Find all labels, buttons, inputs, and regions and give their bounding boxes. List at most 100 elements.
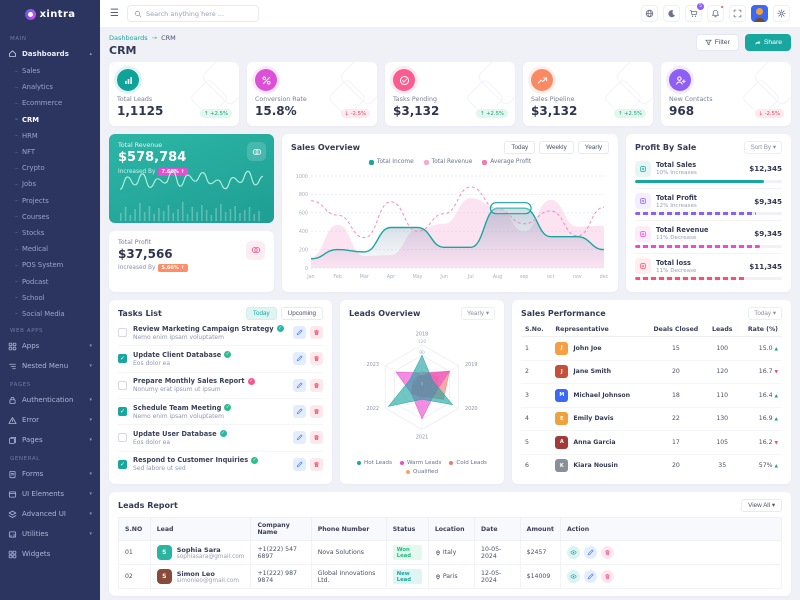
sidebar-item-crypto[interactable]: – Crypto (15, 164, 45, 173)
metric-icon (635, 258, 651, 275)
search-box[interactable] (126, 5, 259, 22)
task-edit-button[interactable] (293, 352, 306, 366)
sidebar-item-sales[interactable]: – Sales (15, 67, 41, 76)
sales-filter-yearly[interactable]: Yearly (577, 141, 609, 154)
leads-overview-filter-dropdown[interactable]: Yearly ▾ (460, 307, 495, 320)
profit-by-sale-item: Total loss 11% Decrease $11,345 (635, 254, 782, 286)
sidebar-item-jobs[interactable]: – Jobs (15, 180, 37, 189)
profit-by-sale-card: Profit By Sale Sort By ▾ Total Sales 10%… (626, 134, 791, 292)
sidebar-section-label: WEB APPS (10, 328, 44, 334)
task-delete-button[interactable] (310, 378, 323, 392)
sidebar-item-nested-menu[interactable]: Nested Menu ▾ (0, 356, 100, 376)
task-edit-button[interactable] (293, 405, 306, 419)
task-edit-button[interactable] (293, 457, 306, 471)
task-delete-button[interactable] (310, 352, 323, 366)
user-avatar[interactable] (751, 5, 768, 22)
table-row[interactable]: 3 M Michael Johnson 18 110 16.4 ▲ (521, 383, 782, 408)
share-button[interactable]: Share (744, 34, 791, 51)
task-edit-button[interactable] (293, 431, 306, 445)
tasks-list-card: Tasks List Today Upcoming Review Marketin… (109, 300, 332, 484)
legend-item: Qualified (406, 469, 438, 475)
table-row[interactable]: 02 S Simon Leo simonleo@gmail.com +1(222) … (118, 564, 783, 589)
task-checkbox[interactable] (118, 433, 127, 443)
task-checkbox[interactable] (118, 380, 127, 390)
sidebar-item-school[interactable]: – School (15, 293, 45, 302)
task-checkbox[interactable]: ✓ (118, 407, 127, 417)
filter-button[interactable]: Filter (695, 34, 739, 51)
table-row[interactable]: 5 A Anna Garcia 17 105 16.2 ▼ (521, 430, 782, 455)
tasks-filter-upcoming[interactable]: Upcoming (280, 307, 323, 320)
page-title: CRM (109, 44, 137, 57)
sidebar-item-pos-system[interactable]: – POS System (15, 261, 64, 270)
table-row[interactable]: 01 S Sophia Sara sophiasara@gmail.com +1(2… (118, 540, 783, 565)
task-edit-button[interactable] (293, 326, 306, 340)
menu-toggle-icon[interactable]: ☰ (110, 8, 119, 19)
view-all-dropdown[interactable]: View All ▾ (741, 499, 782, 512)
edit-button[interactable] (583, 546, 597, 559)
brand-logo[interactable]: xintra (0, 0, 100, 28)
delete-button[interactable] (600, 546, 614, 559)
metric-icon (635, 160, 651, 177)
notifications-button[interactable] (707, 5, 724, 22)
sidebar-item-nft[interactable]: – NFT (15, 148, 36, 157)
chevron-up-icon: ▴ (89, 50, 92, 57)
svg-text:400: 400 (299, 229, 308, 235)
kpi-change-badge: ↓ -2.5% (340, 109, 370, 118)
table-row[interactable]: 6 K Kiara Nousin 20 35 57% ▲ (521, 454, 782, 477)
sidebar-item-hrm[interactable]: – HRM (15, 131, 38, 140)
task-delete-button[interactable] (310, 326, 323, 340)
sidebar-item-ui-elements[interactable]: UI Elements ▾ (0, 484, 100, 504)
sidebar-item-widgets[interactable]: Widgets (0, 544, 100, 564)
settings-button[interactable] (773, 5, 790, 22)
sidebar-item-stocks[interactable]: – Stocks (15, 228, 45, 237)
task-checkbox[interactable]: ✓ (118, 354, 127, 364)
breadcrumb-dashboards[interactable]: Dashboards (109, 34, 148, 42)
fullscreen-button[interactable] (729, 5, 746, 22)
edit-button[interactable] (583, 570, 597, 583)
page-head: Dashboards → CRM CRM Filter Share (109, 34, 791, 57)
language-button[interactable] (641, 5, 658, 22)
sidebar-item-analytics[interactable]: – Analytics (15, 83, 53, 92)
dark-mode-button[interactable] (663, 5, 680, 22)
sidebar-item-medical[interactable]: – Medical (15, 245, 49, 254)
table-row[interactable]: 4 E Emily Davis 22 130 16.9 ▲ (521, 407, 782, 432)
tasks-filter-today[interactable]: Today (245, 307, 277, 320)
sidebar-item-crm[interactable]: – CRM (15, 115, 39, 124)
view-button[interactable] (566, 546, 580, 559)
task-row: Review Marketing Campaign Strategy ✓ Nemo… (118, 320, 323, 347)
sidebar-item-pages[interactable]: Pages ▾ (0, 430, 100, 450)
task-edit-button[interactable] (293, 378, 306, 392)
table-row[interactable]: 1 J John Joe 15 100 15.0 ▲ (521, 336, 782, 361)
sidebar-item-courses[interactable]: – Courses (15, 212, 50, 221)
sidebar-item-projects[interactable]: – Projects (15, 196, 49, 205)
sidebar-item-ecommerce[interactable]: – Ecommerce (15, 99, 63, 108)
sort-by-dropdown[interactable]: Sort By ▾ (744, 141, 782, 154)
sidebar-item-advanced-ui[interactable]: Advanced UI ▾ (0, 504, 100, 524)
search-input[interactable] (145, 9, 252, 18)
svg-text:2022: 2022 (366, 406, 379, 412)
sidebar-item-dashboards[interactable]: Dashboards ▴ (0, 44, 100, 63)
task-delete-button[interactable] (310, 457, 323, 471)
sales-performance-title: Sales Performance (521, 309, 606, 318)
task-delete-button[interactable] (310, 405, 323, 419)
table-row[interactable]: 2 J Jane Smith 20 120 16.7 ▼ (521, 360, 782, 385)
leads-report-table: S.NO Lead Company Name Phone Number Status Lo… (118, 517, 783, 589)
cart-button[interactable]: 5 (685, 3, 704, 22)
sales-overview-chart: 0 200 400 600 800 1000 Jan Feb Mar Apr May Jun Jul Au… (296, 174, 609, 280)
sidebar-item-social-media[interactable]: – Social Media (15, 309, 65, 318)
sidebar-item-utilities[interactable]: Utilities ▾ (0, 524, 100, 544)
sidebar-item-error[interactable]: Error ▾ (0, 410, 100, 430)
delete-button[interactable] (600, 570, 614, 583)
sidebar-item-apps[interactable]: Apps ▾ (0, 336, 100, 356)
view-button[interactable] (566, 570, 580, 583)
sales-filter-today[interactable]: Today (504, 141, 536, 154)
chevron-down-icon: ▾ (89, 511, 92, 517)
task-checkbox[interactable]: ✓ (118, 459, 127, 469)
task-checkbox[interactable] (118, 328, 127, 338)
sales-filter-weekly[interactable]: Weekly (539, 141, 574, 154)
sidebar-item-forms[interactable]: Forms ▾ (0, 464, 100, 484)
sales-performance-filter-dropdown[interactable]: Today ▾ (748, 307, 782, 320)
task-delete-button[interactable] (310, 431, 323, 445)
sidebar-item-podcast[interactable]: – Podcast (15, 277, 49, 286)
sidebar-item-authentication[interactable]: Authentication ▾ (0, 390, 100, 410)
